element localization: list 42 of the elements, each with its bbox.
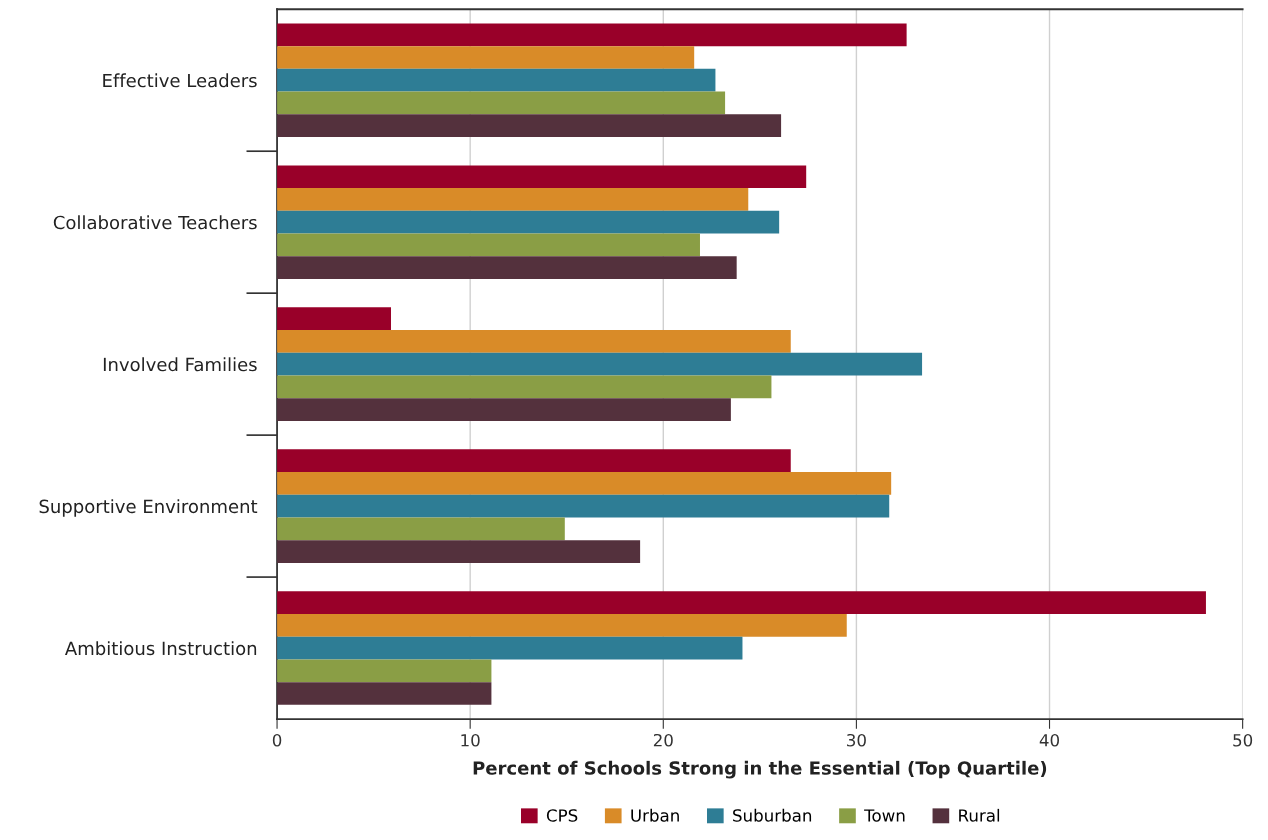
bar (277, 307, 391, 331)
bar (277, 114, 782, 137)
bar (277, 210, 780, 234)
bar (277, 188, 749, 211)
x-axis-title: Percent of Schools Strong in the Essential (Top Quartile) (473, 760, 1047, 779)
bar (277, 517, 565, 541)
x-tick-label: 10 (461, 733, 480, 747)
bar (277, 256, 737, 279)
bar (277, 352, 923, 376)
bar (277, 540, 641, 563)
x-tick-label: 40 (1039, 733, 1060, 747)
legend-label: CPS (546, 809, 578, 822)
y-tick-label: Involved Families (103, 357, 257, 372)
bar (277, 165, 807, 189)
x-tick-label: 50 (1233, 733, 1253, 747)
legend-label: Rural (959, 808, 1000, 822)
bar (277, 398, 731, 421)
bar (277, 23, 907, 47)
y-tick-label: Supportive Environment (39, 499, 258, 517)
bar (277, 449, 791, 473)
x-tick-label: 20 (653, 733, 673, 747)
x-tick-label: 0 (272, 733, 282, 747)
bar (277, 659, 492, 683)
legend-label: Town (864, 809, 905, 822)
legend-label: Urban (631, 808, 679, 822)
bar (277, 330, 791, 353)
y-tick-label: Ambitious Instruction (64, 641, 257, 656)
bar (277, 68, 716, 92)
bar (277, 636, 743, 660)
bar (277, 591, 1206, 614)
bar (277, 472, 892, 495)
y-tick-label: Collaborative Teachers (53, 215, 257, 230)
y-tick-label: Effective Leaders (103, 73, 257, 88)
bar (277, 494, 890, 518)
bar (277, 613, 847, 637)
x-tick-label: 30 (847, 733, 866, 747)
bar (277, 91, 726, 115)
bar (277, 682, 492, 705)
bar (277, 233, 700, 257)
bar (277, 375, 772, 399)
legend-label: Suburban (733, 808, 812, 822)
bar (277, 46, 695, 69)
